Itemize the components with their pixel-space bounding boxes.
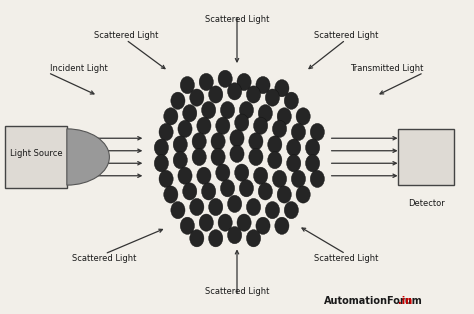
Ellipse shape (228, 83, 242, 100)
Ellipse shape (220, 101, 235, 119)
Text: Scattered Light: Scattered Light (205, 287, 269, 296)
Ellipse shape (180, 77, 194, 94)
Ellipse shape (254, 117, 268, 134)
Ellipse shape (211, 149, 225, 165)
Ellipse shape (249, 133, 263, 150)
Ellipse shape (201, 183, 216, 200)
Ellipse shape (258, 183, 273, 200)
Ellipse shape (292, 170, 306, 187)
Ellipse shape (296, 108, 310, 125)
Ellipse shape (218, 214, 232, 231)
Text: Scattered Light: Scattered Light (94, 31, 158, 40)
Ellipse shape (190, 89, 204, 106)
Ellipse shape (275, 80, 289, 97)
Text: Detector: Detector (408, 199, 445, 208)
Ellipse shape (273, 170, 287, 187)
Ellipse shape (209, 86, 223, 103)
Ellipse shape (256, 77, 270, 94)
Ellipse shape (199, 214, 213, 231)
Ellipse shape (239, 180, 254, 197)
Ellipse shape (230, 145, 244, 162)
Ellipse shape (258, 105, 273, 122)
Ellipse shape (254, 167, 268, 184)
Bar (5, 126, 67, 188)
Ellipse shape (164, 108, 178, 125)
Ellipse shape (192, 149, 206, 165)
Ellipse shape (235, 114, 249, 131)
Ellipse shape (277, 186, 292, 203)
Ellipse shape (306, 139, 319, 156)
Ellipse shape (178, 120, 192, 138)
Ellipse shape (275, 217, 289, 234)
Ellipse shape (284, 202, 299, 219)
Ellipse shape (228, 195, 242, 213)
Ellipse shape (296, 186, 310, 203)
Ellipse shape (237, 214, 251, 231)
Ellipse shape (209, 230, 223, 247)
Text: Incident Light: Incident Light (50, 64, 108, 73)
Ellipse shape (239, 101, 254, 119)
Ellipse shape (246, 86, 261, 103)
Ellipse shape (159, 170, 173, 187)
Ellipse shape (178, 167, 192, 184)
Ellipse shape (197, 117, 211, 134)
Ellipse shape (230, 130, 244, 147)
Ellipse shape (218, 70, 232, 87)
Ellipse shape (256, 217, 270, 234)
Bar (398, 129, 455, 185)
Text: Light Source: Light Source (10, 149, 63, 158)
Ellipse shape (246, 230, 261, 247)
Ellipse shape (190, 198, 204, 216)
Ellipse shape (237, 73, 251, 90)
Ellipse shape (201, 101, 216, 119)
Text: .in: .in (398, 296, 412, 306)
Ellipse shape (209, 198, 223, 216)
Ellipse shape (182, 183, 197, 200)
Ellipse shape (284, 92, 299, 109)
Ellipse shape (216, 164, 230, 181)
Ellipse shape (173, 136, 187, 153)
Ellipse shape (155, 155, 168, 172)
Ellipse shape (197, 167, 211, 184)
Ellipse shape (292, 123, 306, 141)
Text: Scattered Light: Scattered Light (205, 15, 269, 24)
Ellipse shape (268, 136, 282, 153)
Ellipse shape (265, 89, 280, 106)
Ellipse shape (192, 133, 206, 150)
Ellipse shape (287, 155, 301, 172)
Ellipse shape (199, 73, 213, 90)
Ellipse shape (265, 202, 280, 219)
Ellipse shape (216, 117, 230, 134)
Ellipse shape (277, 108, 292, 125)
Wedge shape (67, 129, 109, 185)
Ellipse shape (249, 149, 263, 165)
Text: Scattered Light: Scattered Light (313, 254, 378, 263)
Text: Scattered Light: Scattered Light (313, 31, 378, 40)
Ellipse shape (246, 198, 261, 216)
Ellipse shape (310, 123, 324, 141)
Ellipse shape (268, 152, 282, 169)
Ellipse shape (190, 230, 204, 247)
Ellipse shape (228, 227, 242, 244)
Ellipse shape (306, 155, 319, 172)
Ellipse shape (159, 123, 173, 141)
Text: Transmitted Light: Transmitted Light (350, 64, 424, 73)
Ellipse shape (164, 186, 178, 203)
Ellipse shape (155, 139, 168, 156)
Text: AutomationForum: AutomationForum (324, 296, 423, 306)
Ellipse shape (287, 139, 301, 156)
Ellipse shape (171, 202, 185, 219)
Text: Scattered Light: Scattered Light (73, 254, 137, 263)
Ellipse shape (173, 152, 187, 169)
Ellipse shape (211, 133, 225, 150)
Ellipse shape (235, 164, 249, 181)
Ellipse shape (310, 170, 324, 187)
Ellipse shape (171, 92, 185, 109)
Ellipse shape (273, 120, 287, 138)
Ellipse shape (182, 105, 197, 122)
Ellipse shape (220, 180, 235, 197)
Ellipse shape (180, 217, 194, 234)
